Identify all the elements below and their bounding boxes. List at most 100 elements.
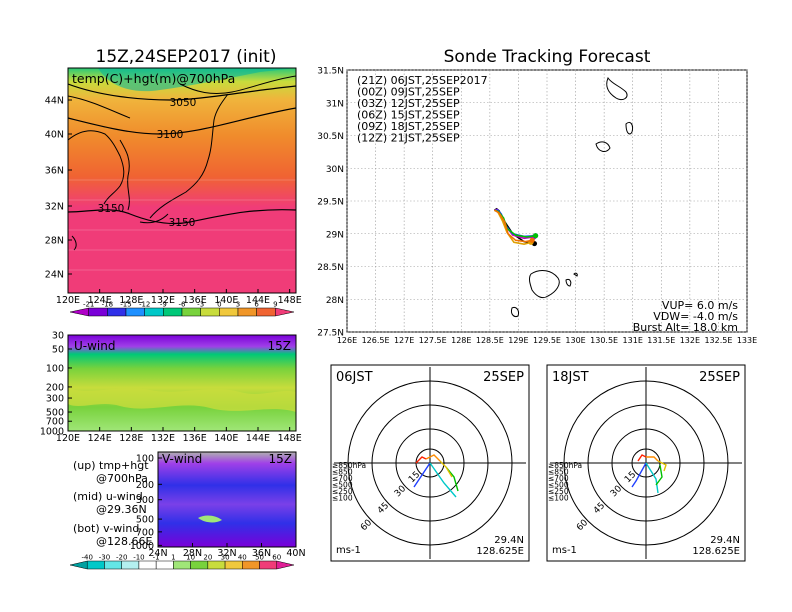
hodograph-right-time: 18JST (552, 370, 589, 385)
wind-colorbar-label: 1 (171, 554, 175, 562)
map-colorbar-swatch (219, 307, 239, 317)
track-lon-tick-label: 127E (394, 336, 414, 345)
map-lon-tick-label: 128E (119, 295, 143, 306)
track-lon-tick-label: 132E (680, 336, 700, 345)
island-small-1 (565, 279, 572, 287)
uwind-lon-tick-label: 148E (278, 433, 302, 444)
wind-colorbar-swatch (104, 560, 122, 570)
wind-colorbar-label: 20 (203, 554, 212, 562)
vwind-lat-tick-label: 36N (252, 548, 271, 559)
vwind-lat-tick-label: 28N (183, 548, 202, 559)
uwind-lon-tick-label: 132E (151, 433, 175, 444)
uwind-lon-tick-label: 144E (246, 433, 270, 444)
hodo_left-wind-trace-segment (415, 456, 427, 464)
height-contour-3100 (68, 107, 296, 135)
map-colorbar-swatch (88, 307, 108, 317)
track-lon-tick-label: 131E (623, 336, 643, 345)
map-colorbar-label: 6 (254, 301, 259, 309)
hodo_left-pressure-legend-entry: ≤250 (332, 487, 353, 496)
uwind-p-tick-label: 30 (52, 331, 64, 342)
track-lon-tick-label: 132.5E (704, 336, 732, 345)
track-line-series-5 (494, 209, 533, 243)
contour-label-3150-west: 3150 (98, 203, 125, 215)
track-lon-tick-label: 126.5E (362, 336, 390, 345)
coastline-north (68, 75, 296, 119)
contour-label-3150-east: 3150 (169, 217, 196, 229)
uwind-p-tick-label: 200 (46, 382, 64, 393)
uwind-westerly-band (68, 388, 296, 412)
map-colorbar-swatch (200, 307, 220, 317)
contour-label-3100: 3100 (157, 129, 184, 141)
map-colorbar-label: -15 (120, 301, 131, 309)
map-colorbar-swatch (237, 307, 257, 317)
legend-bot-line2: @128.66E (96, 535, 152, 548)
map-colorbar-label: -21 (83, 301, 94, 309)
hodograph-left-units: ms-1 (336, 545, 361, 556)
uwind-lon-tick-label: 140E (214, 433, 238, 444)
hodo_right-wind-trace-segment (646, 456, 659, 462)
track-lon-tick-label: 130E (565, 336, 585, 345)
map-lat-tick-label: 44N (45, 96, 64, 107)
uwind-p-tick-label: 100 (46, 363, 64, 374)
island-northeast (625, 121, 633, 135)
vwind-lat-tick-label: 24N (148, 548, 167, 559)
uwind-p-tick-label: 50 (52, 344, 64, 355)
map-colorbar-swatch (256, 307, 276, 317)
hodograph-left-date: 25SEP (483, 370, 524, 385)
track-lon-tick-label: 127.5E (419, 336, 447, 345)
uwind-time: 15Z (268, 339, 292, 353)
wind-colorbar-label: -40 (82, 554, 93, 562)
map-lon-tick-label: 132E (151, 295, 175, 306)
track-lat-tick-label: 29N (326, 230, 344, 240)
vwind-field (158, 452, 296, 547)
wind-colorbar-swatch (224, 560, 243, 570)
track-legend: (21Z) 06JST,25SEP2017(00Z) 09JST,25SEP(0… (357, 74, 488, 145)
legend-mid-line1: (mid) u-wind (73, 490, 143, 503)
vwind-p-tick-label: 700 (136, 527, 154, 538)
map-colorbar-label: 9 (273, 301, 277, 309)
track-lat-tick-label: 28N (326, 296, 344, 306)
map-colorbar-label: -18 (102, 301, 113, 309)
hodograph-right-date: 25SEP (699, 370, 740, 385)
tracking-gridlines (346, 69, 748, 333)
wind-colorbar-label: -20 (116, 554, 127, 562)
hodo_right-wind-trace-segment (637, 454, 647, 462)
panel-legend-text: (up) tmp+hgt @700hPa (mid) u-wind @29.36… (73, 459, 152, 548)
track-lat-tick-label: 31N (326, 99, 344, 109)
annotation-burst: Burst Alt= 18.0 km (633, 321, 738, 334)
track-lon-tick-label: 133E (737, 336, 757, 345)
track-lat-tick-label: 27.5N (317, 329, 344, 339)
track-lon-tick-label: 129.5E (533, 336, 561, 345)
track-series (494, 207, 539, 247)
uwind-p-tick-label: 500 (46, 408, 64, 419)
track-lon-tick-label: 129E (508, 336, 528, 345)
map-colorbar-label: 3 (236, 301, 240, 309)
vwind-label: V-wind (162, 452, 202, 466)
hodo_right-pressure-legend-entry: ≤700 (548, 474, 569, 483)
hodo_right-pressure-legend-entry: ≤100 (548, 494, 569, 503)
stipple-hatching (68, 179, 296, 271)
track-legend-entry-4: (09Z) 18JST,25SEP (357, 120, 460, 133)
coastline-taiwan (71, 235, 77, 251)
vwind-lat-tick-label: 40N (286, 548, 305, 559)
hodo_right-pressure-legend-entry: ≤250 (548, 487, 569, 496)
coastline-korea (68, 130, 130, 211)
map-lat-tick-label: 36N (45, 166, 64, 177)
hodo_left-pressure-legend-entry: ≤850 (332, 468, 353, 477)
cold-region (98, 68, 296, 92)
uwind-frame (67, 334, 297, 432)
track-lat-tick-label: 31.5N (317, 67, 344, 77)
map-lon-tick-label: 148E (278, 295, 302, 306)
hodo_right-wind-trace-segment (655, 464, 663, 486)
island-amami (528, 270, 560, 299)
hodograph-right: 18JST 25SEP ms-1 29.4N 128.625E 15304560… (546, 364, 746, 562)
track-lat-tick-label: 28.5N (317, 263, 344, 273)
hodograph-left-time: 06JST (336, 370, 373, 385)
wind-colorbar-swatch (121, 560, 140, 570)
vwind-p-tick-label: 200 (136, 480, 154, 491)
map-lat-ticks: 44N 40N 36N 32N 28N 24N (45, 96, 72, 281)
hodograph-right-lon: 128.625E (692, 546, 740, 557)
map-lat-tick-label: 32N (45, 202, 64, 213)
uwind-lon-ticks: 120E 124E 128E 132E 136E 140E 144E 148E (56, 427, 302, 444)
